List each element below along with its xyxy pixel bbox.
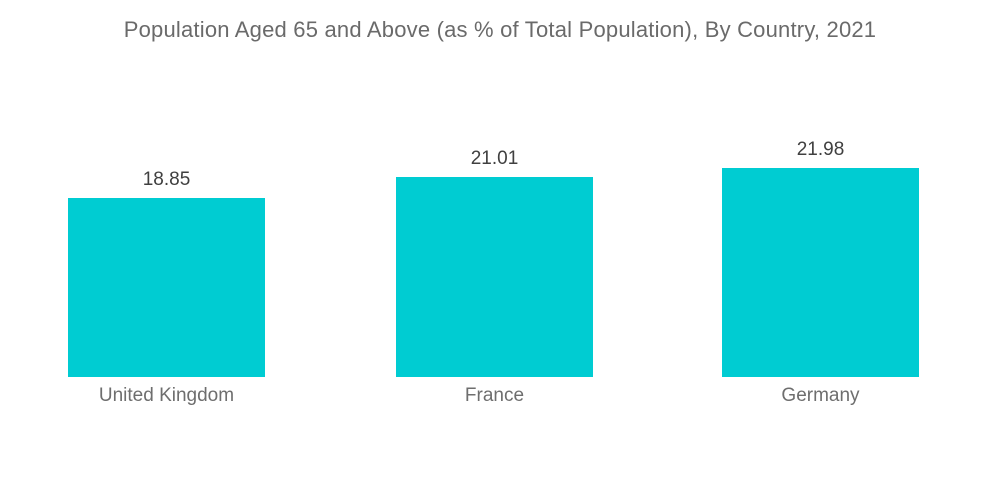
bar-group-united-kingdom: 18.85 — [68, 168, 265, 377]
chart-title: Population Aged 65 and Above (as % of To… — [123, 17, 877, 42]
category-label-france: France — [464, 385, 525, 406]
value-label-germany: 21.98 — [796, 138, 845, 160]
bar-france — [396, 177, 593, 377]
bar-group-france: 21.01 — [396, 149, 593, 377]
value-label-united-kingdom: 18.85 — [142, 168, 191, 190]
category-label-united-kingdom: United Kingdom — [98, 385, 235, 406]
category-label-germany: Germany — [781, 385, 860, 406]
bar-germany — [722, 167, 919, 377]
value-label-france: 21.01 — [470, 148, 519, 169]
bar-united-kingdom — [68, 197, 265, 377]
bar-group-germany: 21.98 — [722, 140, 919, 377]
